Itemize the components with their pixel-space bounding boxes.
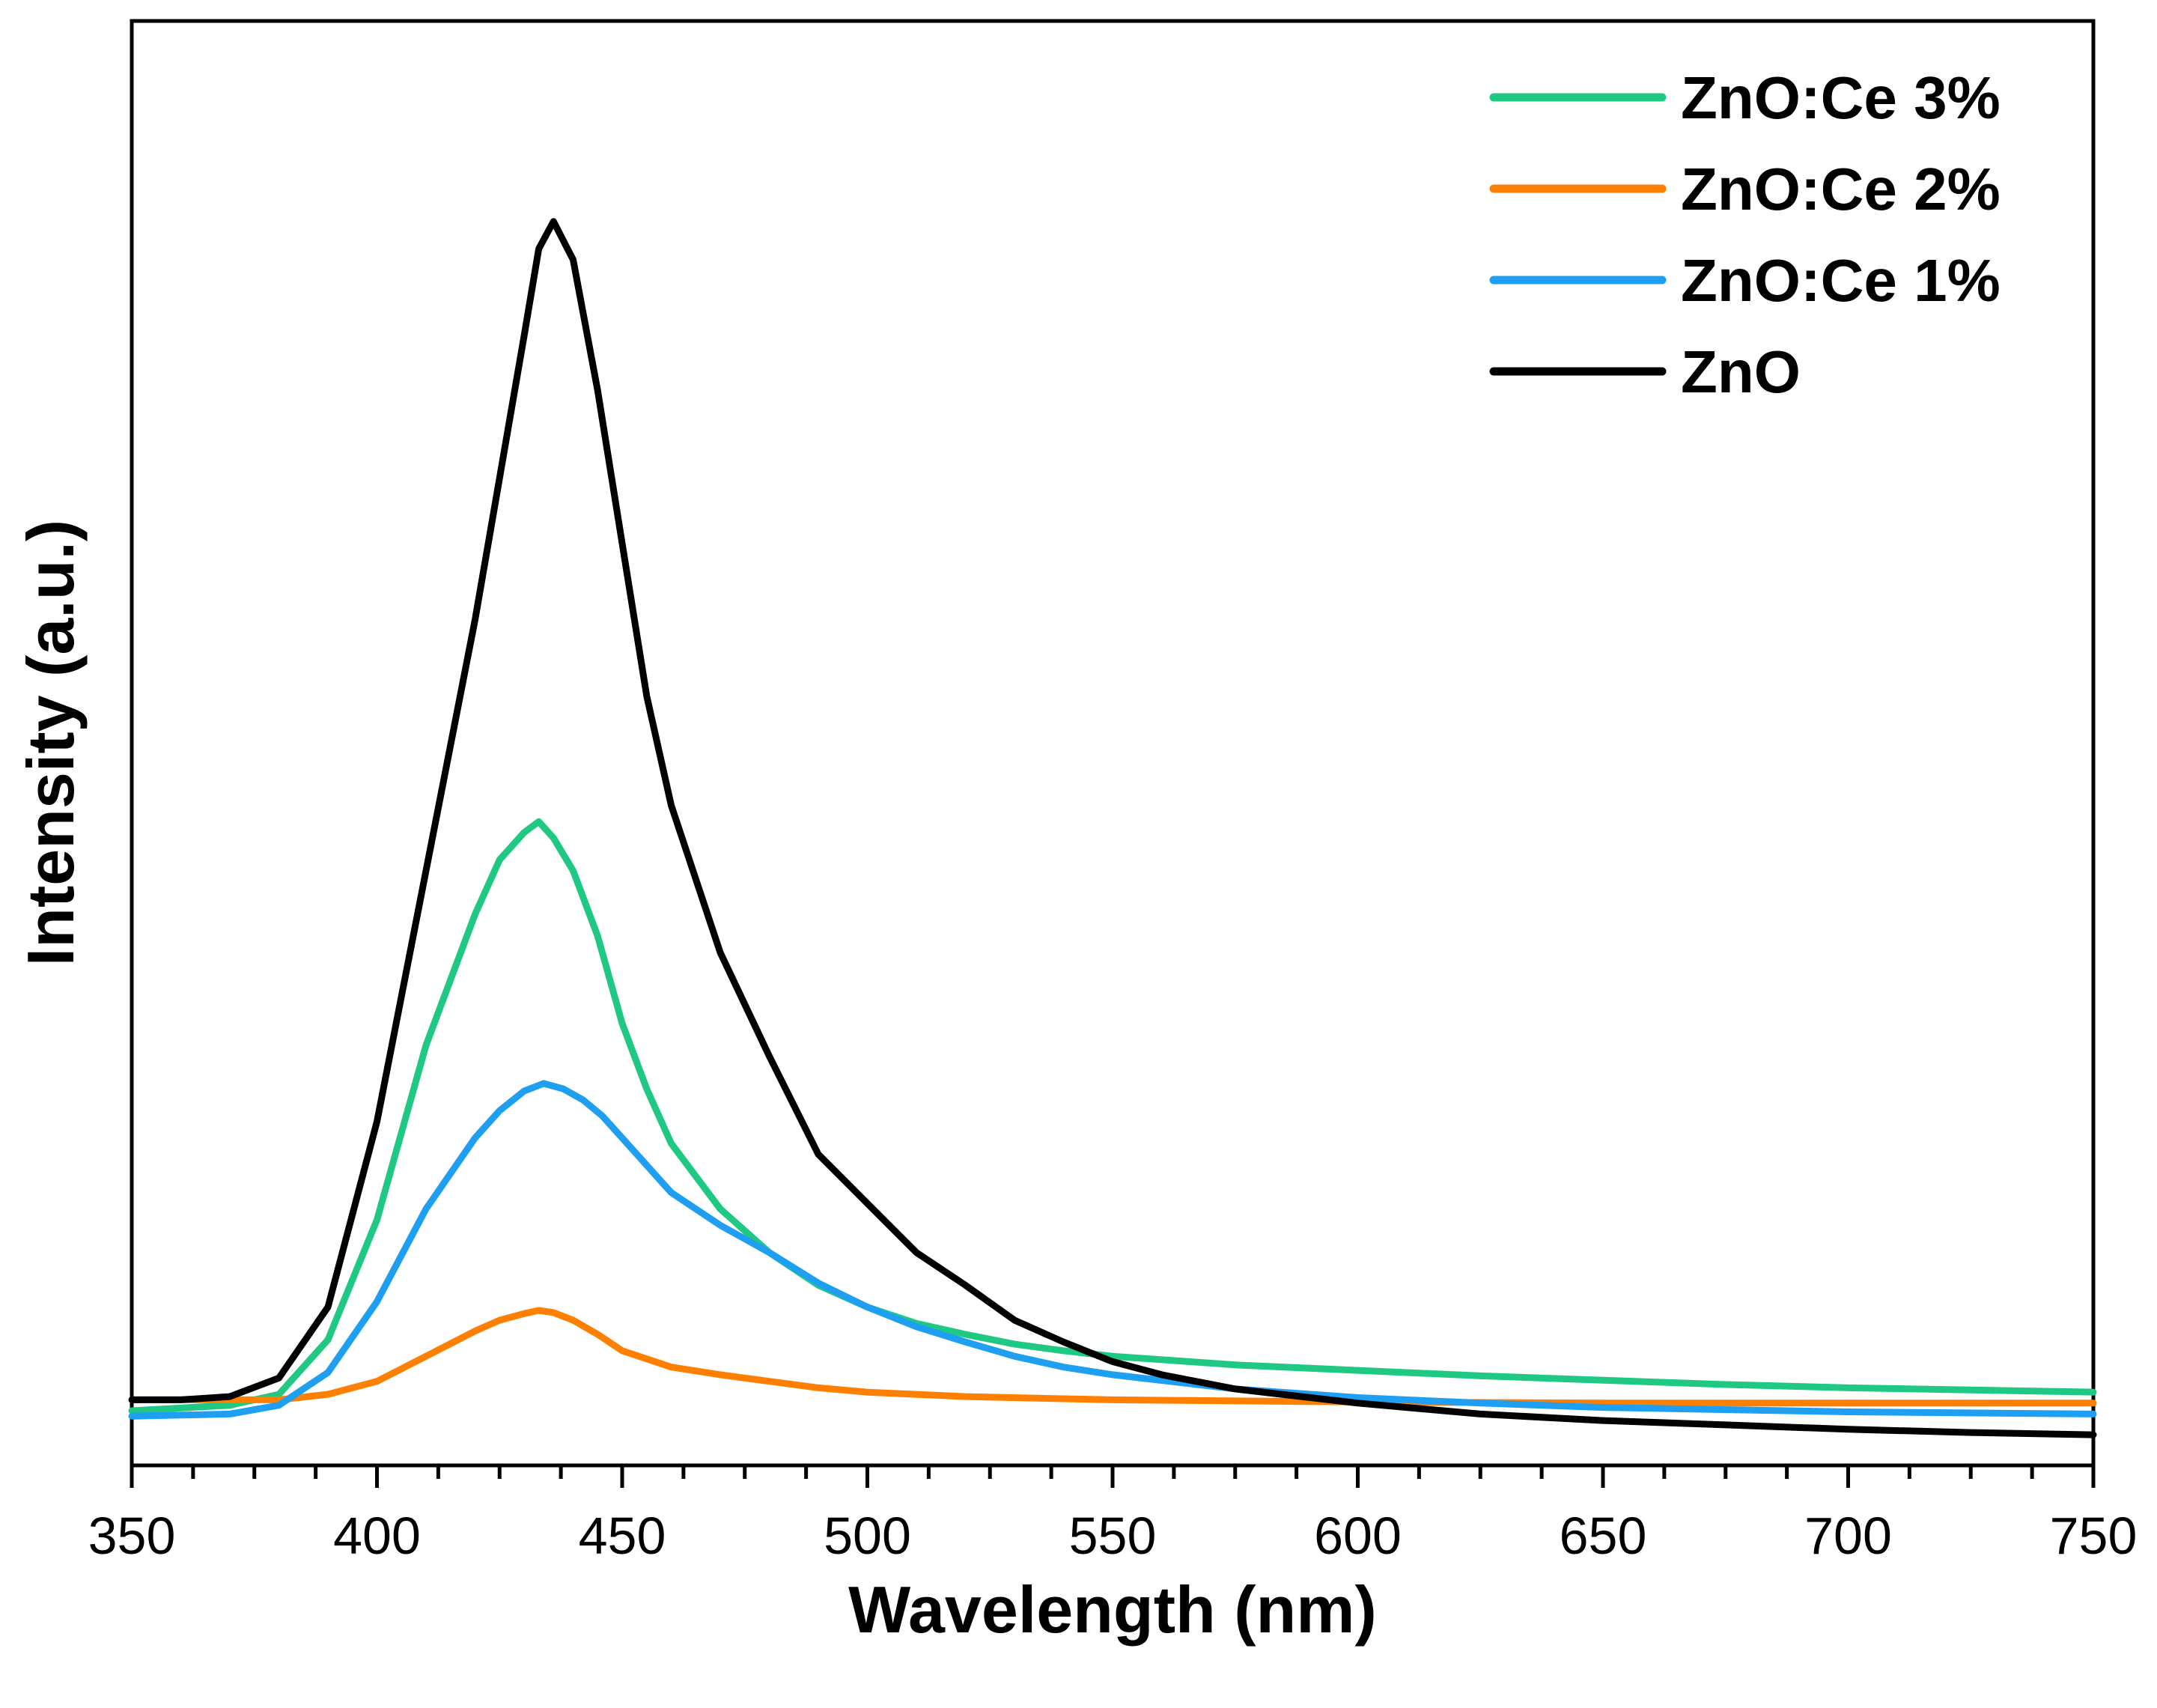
x-tick-label: 550 (1069, 1507, 1157, 1565)
series-layer (128, 218, 2097, 1438)
x-tick-label: 450 (579, 1507, 666, 1565)
series-line-4 (128, 218, 2097, 1438)
x-axis-title: Wavelength (nm) (848, 1572, 1377, 1647)
x-tick-label: 500 (824, 1507, 911, 1565)
x-axis-tick-labels: 350 400 450 500 550 600 650 700 750 (88, 1507, 2138, 1565)
x-tick-label: 350 (88, 1507, 176, 1565)
series-line-1 (128, 818, 2097, 1414)
x-axis-ticks (130, 1465, 2096, 1488)
series-line-3 (128, 1080, 2097, 1420)
legend-label-3: ZnO:Ce 1% (1681, 247, 2001, 314)
x-tick-label: 650 (1560, 1507, 1647, 1565)
plot-frame (130, 19, 2096, 1468)
legend-label-2: ZnO:Ce 2% (1681, 156, 2001, 222)
legend-label-4: ZnO (1681, 338, 1801, 405)
legend: ZnO:Ce 3% ZnO:Ce 2% ZnO:Ce 1% ZnO (1489, 64, 2001, 405)
series-line-2 (128, 1307, 2097, 1407)
x-tick-label: 400 (333, 1507, 421, 1565)
y-axis-title: Intensity (a.u.) (13, 520, 88, 967)
legend-label-1: ZnO:Ce 3% (1681, 64, 2001, 131)
x-tick-label: 600 (1314, 1507, 1402, 1565)
x-tick-label: 700 (1804, 1507, 1892, 1565)
x-tick-label: 750 (2050, 1507, 2138, 1565)
